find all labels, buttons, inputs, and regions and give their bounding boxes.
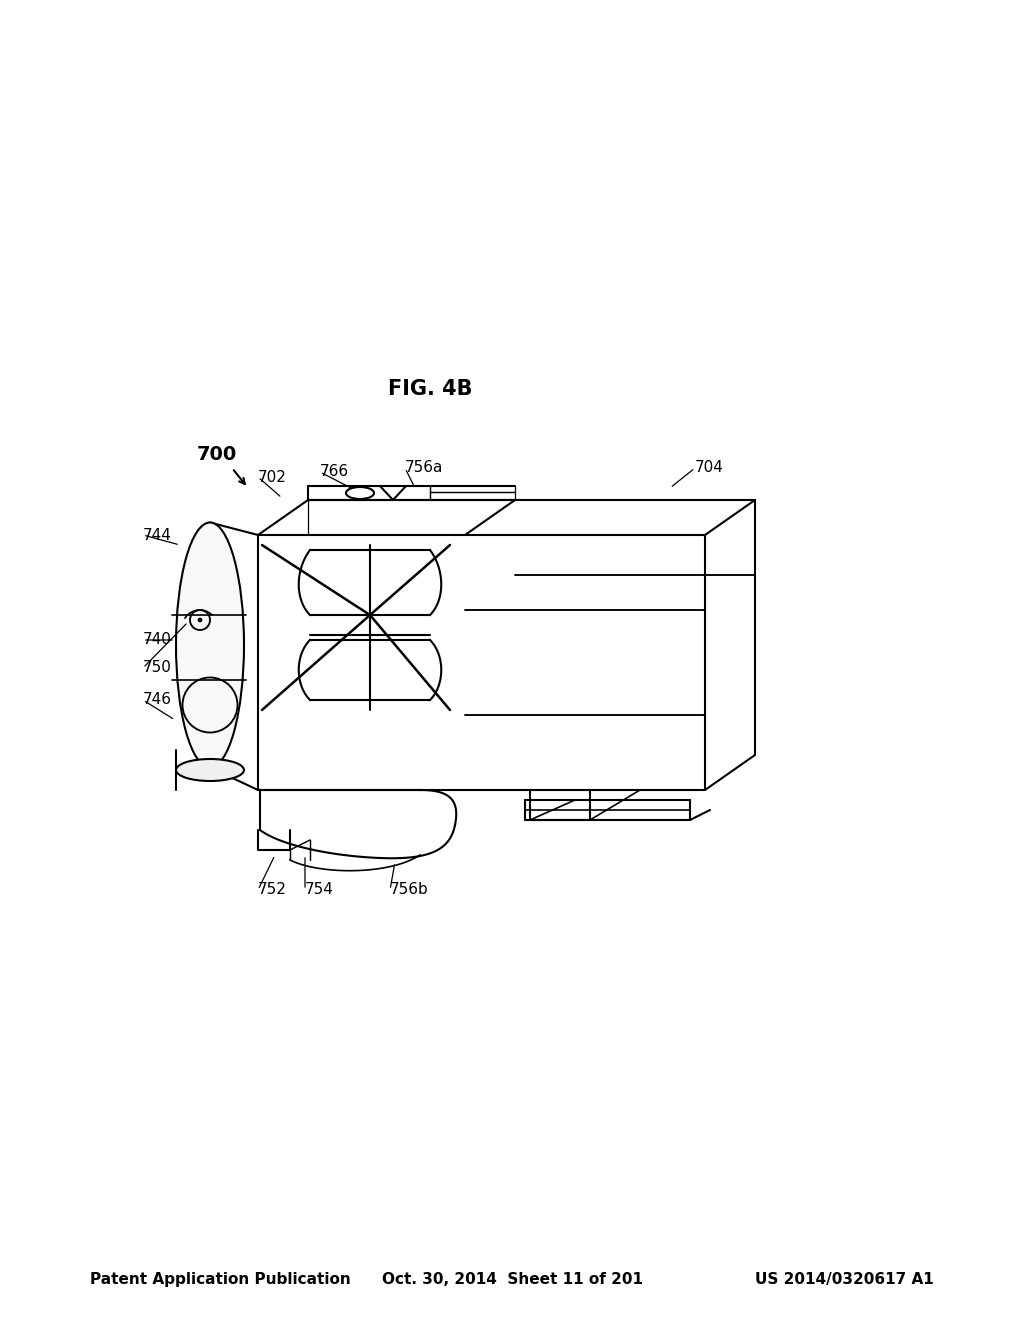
Text: 750: 750 (143, 660, 172, 676)
Text: Patent Application Publication: Patent Application Publication (90, 1272, 351, 1287)
Text: 752: 752 (258, 883, 287, 898)
Ellipse shape (176, 759, 244, 781)
Text: 704: 704 (695, 461, 724, 475)
Text: 700: 700 (197, 446, 238, 465)
Text: 756a: 756a (406, 461, 443, 475)
Text: 766: 766 (319, 465, 349, 479)
Text: Oct. 30, 2014  Sheet 11 of 201: Oct. 30, 2014 Sheet 11 of 201 (382, 1272, 642, 1287)
Text: US 2014/0320617 A1: US 2014/0320617 A1 (756, 1272, 934, 1287)
Ellipse shape (346, 487, 374, 499)
Text: 746: 746 (143, 693, 172, 708)
Text: 740: 740 (143, 632, 172, 648)
Ellipse shape (176, 523, 244, 767)
Text: 702: 702 (258, 470, 287, 484)
Text: 744: 744 (143, 528, 172, 543)
Text: 756b: 756b (390, 883, 429, 898)
Text: FIG. 4B: FIG. 4B (388, 379, 472, 400)
Text: 754: 754 (305, 883, 334, 898)
Ellipse shape (198, 618, 202, 622)
